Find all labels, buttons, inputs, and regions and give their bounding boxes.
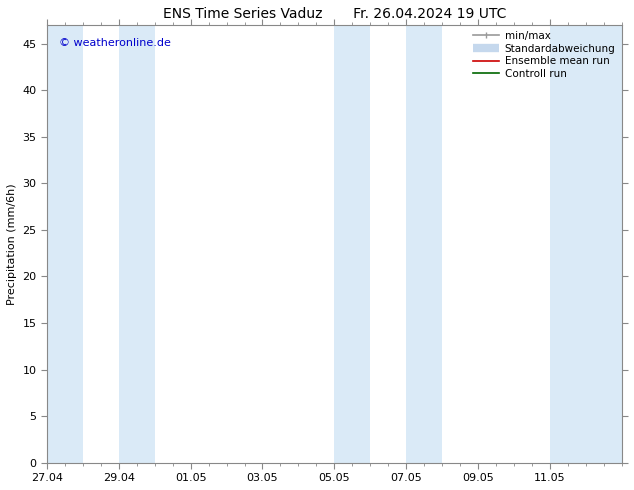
Bar	[47, 25, 83, 463]
Y-axis label: Precipitation (mm/6h): Precipitation (mm/6h)	[7, 183, 17, 305]
Text: © weatheronline.de: © weatheronline.de	[58, 38, 171, 48]
Legend: min/max, Standardabweichung, Ensemble mean run, Controll run: min/max, Standardabweichung, Ensemble me…	[469, 27, 619, 83]
Bar	[406, 25, 442, 463]
Bar	[119, 25, 155, 463]
Title: ENS Time Series Vaduz       Fr. 26.04.2024 19 UTC: ENS Time Series Vaduz Fr. 26.04.2024 19 …	[162, 7, 506, 21]
Bar	[550, 25, 621, 463]
Bar	[334, 25, 370, 463]
